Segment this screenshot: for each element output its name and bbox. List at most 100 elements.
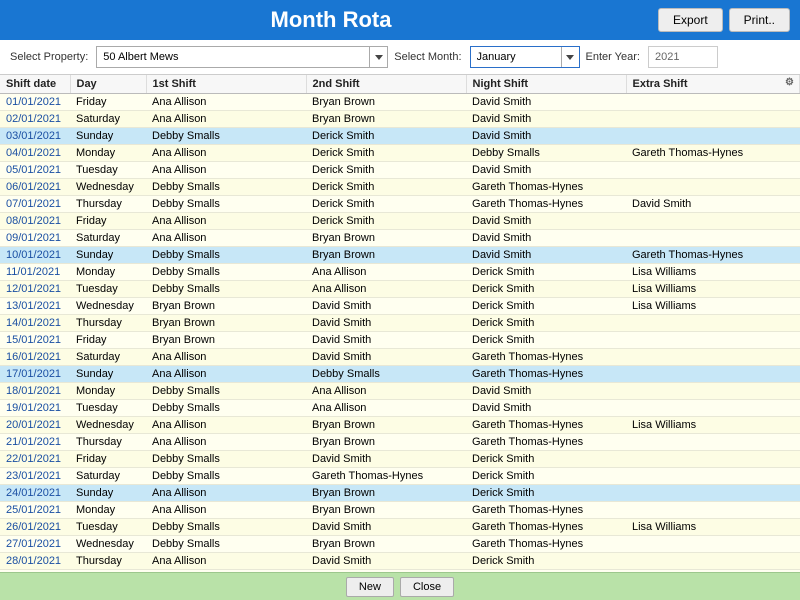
cell-s1: Debby Smalls [146,536,306,553]
col-day[interactable]: Day [70,75,146,94]
table-row[interactable]: 13/01/2021WednesdayBryan BrownDavid Smit… [0,298,800,315]
cell-extra [626,315,800,332]
property-input[interactable] [97,47,369,67]
cell-night: Gareth Thomas-Hynes [466,366,626,383]
cell-date: 26/01/2021 [0,519,70,536]
cell-date: 15/01/2021 [0,332,70,349]
cell-s2: Debby Smalls [306,366,466,383]
cell-s1: Ana Allison [146,553,306,570]
cell-extra [626,434,800,451]
year-input[interactable] [648,46,718,68]
cell-night: David Smith [466,128,626,145]
property-label: Select Property: [10,51,88,63]
table-row[interactable]: 11/01/2021MondayDebby SmallsAna AllisonD… [0,264,800,281]
table-row[interactable]: 05/01/2021TuesdayAna AllisonDerick Smith… [0,162,800,179]
new-button[interactable]: New [346,577,394,597]
rota-table: Shift dateDay1st Shift2nd ShiftNight Shi… [0,75,800,572]
table-row[interactable]: 16/01/2021SaturdayAna AllisonDavid Smith… [0,349,800,366]
table-row[interactable]: 02/01/2021SaturdayAna AllisonBryan Brown… [0,111,800,128]
chevron-down-icon[interactable] [561,47,579,67]
cell-s1: Debby Smalls [146,179,306,196]
table-row[interactable]: 01/01/2021FridayAna AllisonBryan BrownDa… [0,94,800,111]
table-row[interactable]: 26/01/2021TuesdayDebby SmallsDavid Smith… [0,519,800,536]
table-row[interactable]: 27/01/2021WednesdayDebby SmallsBryan Bro… [0,536,800,553]
cell-extra: Lisa Williams [626,298,800,315]
cell-s1: Ana Allison [146,213,306,230]
cell-date: 02/01/2021 [0,111,70,128]
table-row[interactable]: 15/01/2021FridayBryan BrownDavid SmithDe… [0,332,800,349]
property-combo[interactable] [96,46,388,68]
cell-extra [626,179,800,196]
table-settings-icon[interactable]: ⚙ [785,77,797,89]
table-row[interactable]: 17/01/2021SundayAna AllisonDebby SmallsG… [0,366,800,383]
table-row[interactable]: 22/01/2021FridayDebby SmallsDavid SmithD… [0,451,800,468]
cell-s1: Ana Allison [146,162,306,179]
cell-night: David Smith [466,230,626,247]
cell-s2: Derick Smith [306,128,466,145]
cell-day: Monday [70,145,146,162]
chevron-down-icon[interactable] [369,47,387,67]
table-row[interactable]: 09/01/2021SaturdayAna AllisonBryan Brown… [0,230,800,247]
cell-s2: Bryan Brown [306,417,466,434]
print-button[interactable]: Print.. [729,8,790,32]
cell-night: Derick Smith [466,485,626,502]
cell-night: Gareth Thomas-Hynes [466,417,626,434]
table-row[interactable]: 21/01/2021ThursdayAna AllisonBryan Brown… [0,434,800,451]
table-row[interactable]: 23/01/2021SaturdayDebby SmallsGareth Tho… [0,468,800,485]
cell-s1: Debby Smalls [146,281,306,298]
close-button[interactable]: Close [400,577,454,597]
col-extra[interactable]: Extra Shift⚙ [626,75,800,94]
cell-extra: Lisa Williams [626,281,800,298]
table-row[interactable]: 14/01/2021ThursdayBryan BrownDavid Smith… [0,315,800,332]
cell-s1: Ana Allison [146,145,306,162]
cell-s2: Derick Smith [306,162,466,179]
cell-s2: Ana Allison [306,281,466,298]
cell-night: David Smith [466,162,626,179]
table-row[interactable]: 19/01/2021TuesdayDebby SmallsAna Allison… [0,400,800,417]
col-s2[interactable]: 2nd Shift [306,75,466,94]
table-row[interactable]: 06/01/2021WednesdayDebby SmallsDerick Sm… [0,179,800,196]
cell-day: Thursday [70,196,146,213]
table-row[interactable]: 18/01/2021MondayDebby SmallsAna AllisonD… [0,383,800,400]
cell-day: Saturday [70,468,146,485]
cell-s1: Ana Allison [146,434,306,451]
cell-extra [626,128,800,145]
table-row[interactable]: 12/01/2021TuesdayDebby SmallsAna Allison… [0,281,800,298]
export-button[interactable]: Export [658,8,723,32]
table-row[interactable]: 07/01/2021ThursdayDebby SmallsDerick Smi… [0,196,800,213]
table-row[interactable]: 03/01/2021SundayDebby SmallsDerick Smith… [0,128,800,145]
table-row[interactable]: 10/01/2021SundayDebby SmallsBryan BrownD… [0,247,800,264]
table-row[interactable]: 24/01/2021SundayAna AllisonBryan BrownDe… [0,485,800,502]
month-combo[interactable] [470,46,580,68]
cell-night: Gareth Thomas-Hynes [466,536,626,553]
col-date[interactable]: Shift date [0,75,70,94]
cell-extra: Lisa Williams [626,417,800,434]
col-s1[interactable]: 1st Shift [146,75,306,94]
cell-s1: Debby Smalls [146,468,306,485]
cell-s2: Bryan Brown [306,247,466,264]
cell-s2: Derick Smith [306,145,466,162]
cell-day: Tuesday [70,400,146,417]
table-row[interactable]: 25/01/2021MondayAna AllisonBryan BrownGa… [0,502,800,519]
title-bar: Month Rota Export Print.. [0,0,800,40]
cell-day: Monday [70,383,146,400]
cell-s1: Ana Allison [146,230,306,247]
cell-s2: Ana Allison [306,383,466,400]
table-row[interactable]: 28/01/2021ThursdayAna AllisonDavid Smith… [0,553,800,570]
cell-night: Derick Smith [466,315,626,332]
cell-s2: Bryan Brown [306,485,466,502]
cell-night: Gareth Thomas-Hynes [466,179,626,196]
col-night[interactable]: Night Shift [466,75,626,94]
cell-night: David Smith [466,400,626,417]
cell-day: Wednesday [70,179,146,196]
cell-night: Derick Smith [466,553,626,570]
rota-table-wrap[interactable]: Shift dateDay1st Shift2nd ShiftNight Shi… [0,74,800,572]
cell-date: 19/01/2021 [0,400,70,417]
table-row[interactable]: 20/01/2021WednesdayAna AllisonBryan Brow… [0,417,800,434]
month-input[interactable] [471,47,561,67]
cell-extra: David Smith [626,196,800,213]
cell-night: David Smith [466,247,626,264]
page-title: Month Rota [10,7,652,33]
table-row[interactable]: 08/01/2021FridayAna AllisonDerick SmithD… [0,213,800,230]
table-row[interactable]: 04/01/2021MondayAna AllisonDerick SmithD… [0,145,800,162]
